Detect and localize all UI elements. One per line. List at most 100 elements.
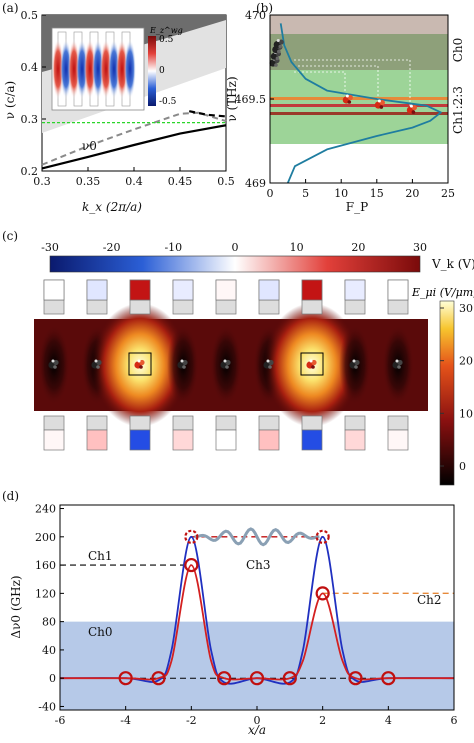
panel-b-ylabel: ν (THz) [225, 76, 239, 121]
panel-a-xtick-4: 0.5 [217, 175, 235, 188]
ch3-photon-wave [194, 527, 320, 547]
electrode-bottom-3 [172, 429, 194, 451]
panel-d-xtick-6: 6 [451, 714, 458, 727]
efield-cb-tick-0: 30 [459, 302, 473, 315]
panel-d-ylabel: Δν0 (GHz) [9, 575, 23, 638]
panel-a-band-diagram: ν0 E_z^wg 0.5 0 -0.5 0.3 0.35 0.4 0.45 0.5 0.… [3, 9, 235, 214]
electrode-top-arm-1 [86, 299, 108, 315]
panel-b-line-orange [270, 97, 448, 100]
panel-c-electrode-field-map: -30 -20 -10 0 10 20 30 V_k (V) 30 20 10 0 E_μi (V… [34, 241, 474, 486]
electrode-top-3 [172, 279, 194, 301]
vk-colorbar-label: V_k (V) [431, 257, 474, 271]
panel-d-ticks: -6 -4 -2 0 2 4 6 240 200 160 120 80 40 0 -40 [35, 503, 458, 727]
electrode-top-4 [215, 279, 237, 301]
electrode-bottom-arm-4 [215, 415, 237, 431]
efield-colorbar [439, 300, 455, 486]
atom-highlight-box-6 [300, 352, 324, 376]
panel-d-xtick-0: -6 [55, 714, 66, 727]
panel-b-fp-curve [279, 23, 442, 184]
vk-cb-tick-6: 30 [413, 241, 427, 254]
panel-b-guide-1 [294, 59, 411, 110]
panel-d-ytick-0: 240 [35, 503, 56, 516]
electrode-top-arm-7 [344, 299, 366, 315]
panel-d-ytick-7: -40 [38, 700, 56, 713]
panel-a-ticks: 0.3 0.35 0.4 0.45 0.50.20.30.40.5 [21, 9, 235, 188]
vk-cb-tick-3: 0 [232, 241, 239, 254]
electrode-bottom-0 [43, 429, 65, 451]
panel-b-ytick-1: 469.5 [235, 93, 267, 106]
panel-b-xtick-1: 5 [302, 187, 309, 200]
electrode-top-arm-8 [387, 299, 409, 315]
panel-b-guide-3 [294, 71, 346, 96]
electrode-top-arm-2 [129, 299, 151, 315]
panel-b-xtick-4: 20 [405, 187, 419, 200]
ch0-shade-rect [60, 621, 454, 710]
panel-d-ch3-label: Ch3 [246, 558, 271, 572]
vk-colorbar [49, 255, 421, 273]
electrode-bottom-8 [387, 429, 409, 451]
electrode-bottom-4 [215, 429, 237, 451]
efield-colorbar-label: E_μi (V/μm) [411, 286, 474, 299]
panel-d-marker-0 [118, 671, 133, 686]
electrode-top-5 [258, 279, 280, 301]
efield-cb-tick-2: 10 [459, 407, 473, 420]
electrode-bottom-6 [301, 429, 323, 451]
panel-c-label: (c) [2, 229, 18, 243]
panel-d-ch0-label: Ch0 [88, 625, 113, 639]
vk-cb-tick-5: 20 [351, 241, 365, 254]
panel-d-marker-5 [282, 671, 297, 686]
trapped-atoms [48, 352, 403, 376]
panel-d-marker-1 [151, 671, 166, 686]
panel-a-xtick-2: 0.4 [125, 175, 143, 188]
panel-d-marker-7 [348, 671, 363, 686]
panel-a-series-2 [188, 110, 227, 118]
vk-cb-tick-1: -20 [103, 241, 121, 254]
panel-a-nu0-label: ν0 [82, 139, 97, 153]
efield-colorbar-ticks: 30 20 10 0 [440, 302, 473, 473]
panel-a-series-0 [41, 124, 227, 170]
panel-d-marker-6 [315, 586, 330, 601]
electrode-bottom-arm-0 [43, 415, 65, 431]
panel-b-ticks: 0 5 10 15 20 25 469 469.5 470 [235, 9, 456, 200]
electrode-top-arm-0 [43, 299, 65, 315]
panel-a-ylabel: ν (c/a) [3, 81, 17, 119]
electrode-top-arm-5 [258, 299, 280, 315]
panel-d-ch2-label: Ch2 [417, 593, 442, 607]
panel-b-top-band [270, 15, 448, 34]
panel-d-marker-2 [184, 557, 199, 573]
panel-b-ch123-label: Ch1:2:3 [451, 86, 465, 134]
panel-a-xlabel: k_x (2π/a) [82, 200, 142, 214]
panel-d-marker-dashed-0 [184, 529, 199, 544]
panel-d-ytick-2: 160 [35, 559, 56, 572]
panel-d-marker-dashed-1 [315, 529, 330, 544]
electrode-bottom-arm-1 [86, 415, 108, 431]
inset-cb-tick-3: -0.5 [159, 97, 177, 107]
panel-d-ytick-3: 120 [35, 587, 56, 600]
panel-b-ytick-0: 469 [245, 177, 266, 190]
panel-a-ytick-2: 0.4 [21, 61, 39, 74]
panel-d-xtick-2: -2 [186, 714, 197, 727]
panel-d-marker-4 [249, 671, 265, 686]
electrodes [43, 279, 409, 451]
inset-colorbar-label: E_z^wg [149, 26, 183, 35]
electrode-bottom-7 [344, 429, 366, 451]
panel-a-xtick-3: 0.45 [168, 175, 193, 188]
electrode-top-1 [86, 279, 108, 301]
panel-d-label: (d) [2, 489, 19, 503]
electrode-bottom-arm-6 [301, 415, 323, 431]
panel-a-ytick-3: 0.5 [21, 9, 39, 22]
inset-colorbar-bar [148, 36, 156, 106]
electrode-top-arm-3 [172, 299, 194, 315]
panel-b-xlabel: F_P [346, 200, 368, 214]
electrode-top-0 [43, 279, 65, 301]
panel-d-xtick-4: 2 [319, 714, 326, 727]
panel-b-label: (b) [256, 1, 273, 15]
electrode-bottom-5 [258, 429, 280, 451]
electrode-bottom-arm-7 [344, 415, 366, 431]
vk-cb-tick-4: 10 [290, 241, 304, 254]
panel-d-ytick-5: 40 [42, 644, 56, 657]
inset-cb-tick-1: 0.5 [159, 35, 174, 45]
panel-d-xtick-3: 0 [254, 714, 261, 727]
panel-d-xtick-5: 4 [385, 714, 392, 727]
electrode-top-arm-6 [301, 299, 323, 315]
